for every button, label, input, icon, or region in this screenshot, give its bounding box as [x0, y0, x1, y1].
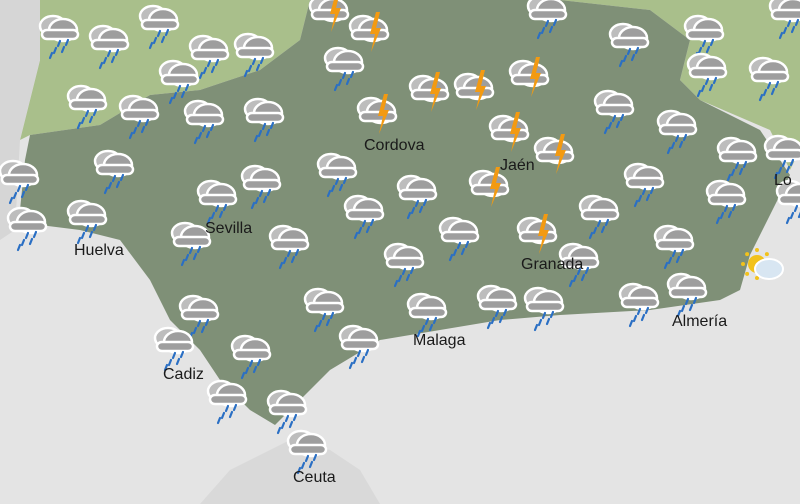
city-label-cadiz: Cadiz [163, 366, 204, 383]
rain-cloud-icon [38, 14, 80, 60]
thunderstorm-icon [508, 57, 550, 97]
city-label-sevilla: Sevilla [205, 220, 253, 237]
rain-cloud-icon [316, 152, 358, 198]
rain-cloud-icon [158, 59, 200, 105]
city-label-cordova: Cordova [364, 137, 425, 154]
rain-cloud-icon [653, 224, 695, 270]
africa-coast [200, 440, 380, 504]
rain-cloud-icon [93, 149, 135, 195]
rain-cloud-icon [705, 179, 747, 225]
city-label-jaen: Jaén [500, 157, 535, 174]
rain-cloud-icon [608, 22, 650, 68]
thunderstorm-icon [408, 72, 450, 112]
rain-cloud-icon [240, 164, 282, 210]
rain-cloud-icon [268, 224, 310, 270]
rain-cloud-icon [578, 194, 620, 240]
rain-cloud-icon [138, 4, 180, 50]
rain-cloud-icon [438, 216, 480, 262]
rain-cloud-icon [656, 109, 698, 155]
city-label-malaga: Malaga [413, 332, 466, 349]
thunderstorm-icon [453, 70, 495, 110]
rain-cloud-icon [763, 134, 800, 180]
city-label-huelva: Huelva [74, 242, 124, 259]
rain-cloud-icon [303, 287, 345, 333]
rain-cloud-icon [716, 136, 758, 182]
thunderstorm-icon [468, 167, 510, 207]
thunderstorm-icon [488, 112, 530, 152]
rain-cloud-icon [558, 242, 600, 288]
rain-cloud-icon [243, 97, 285, 143]
rain-cloud-icon [406, 292, 448, 338]
rain-cloud-icon [153, 326, 195, 372]
rain-cloud-icon [476, 284, 518, 330]
thunderstorm-icon [348, 12, 390, 52]
rain-cloud-icon [6, 206, 48, 252]
rain-cloud-icon [623, 162, 665, 208]
rain-cloud-icon [170, 221, 212, 267]
rain-cloud-icon [178, 294, 220, 340]
rain-cloud-icon [338, 324, 380, 370]
rain-cloud-icon [343, 194, 385, 240]
rain-cloud-icon [666, 272, 708, 318]
rain-cloud-icon [768, 0, 800, 40]
sun-behind-cloud-icon [741, 248, 784, 280]
rain-cloud-icon [323, 46, 365, 92]
rain-cloud-icon [230, 334, 272, 380]
thunderstorm-icon [308, 0, 350, 32]
thunderstorm-icon [516, 214, 558, 254]
rain-cloud-icon [188, 34, 230, 80]
rain-cloud-icon [183, 99, 225, 145]
city-label-almeria: Almería [672, 313, 728, 330]
rain-cloud-icon [266, 389, 308, 435]
rain-cloud-icon [748, 56, 790, 102]
rain-cloud-icon [383, 242, 425, 288]
city-label-granada: Granada [521, 256, 584, 273]
rain-cloud-icon [593, 89, 635, 135]
rain-cloud-icon [206, 379, 248, 425]
rain-cloud-icon [775, 179, 800, 225]
rain-cloud-icon [523, 286, 565, 332]
rain-cloud-icon [88, 24, 130, 70]
rain-cloud-icon [526, 0, 568, 40]
rain-cloud-icon [396, 174, 438, 220]
rain-cloud-icon [618, 282, 660, 328]
rain-cloud-icon [118, 94, 160, 140]
rain-cloud-icon [196, 179, 238, 225]
rain-cloud-icon [66, 84, 108, 130]
rain-cloud-icon [286, 429, 328, 475]
rain-cloud-icon [233, 32, 275, 78]
thunderstorm-icon [356, 94, 398, 134]
thunderstorm-icon [533, 134, 575, 174]
city-label-ceuta: Ceuta [293, 469, 336, 486]
city-label-lorca: Lo [774, 172, 792, 189]
rain-cloud-icon [0, 159, 40, 205]
rain-cloud-icon [66, 199, 108, 245]
rain-cloud-icon [686, 52, 728, 98]
